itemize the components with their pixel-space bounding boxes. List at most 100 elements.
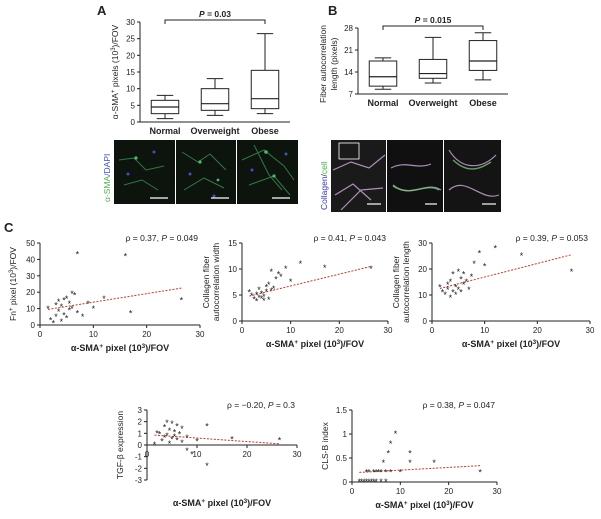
data-point: * <box>449 293 453 303</box>
y-tick-label: 50 <box>26 239 35 248</box>
data-point: * <box>267 295 271 305</box>
ylabel-a-part: α-SMA <box>110 93 120 119</box>
x-tick-label: 20 <box>243 450 252 459</box>
x-tick-label: 10 <box>193 450 202 459</box>
ylabel-part: 3 <box>9 269 15 273</box>
xlabel-part: + <box>404 500 408 507</box>
box-body <box>200 88 230 111</box>
data-point: * <box>384 468 388 478</box>
data-point: * <box>459 288 463 298</box>
panel-label-b: B <box>328 3 337 18</box>
data-point: * <box>389 468 393 478</box>
y-tick-label: 28 <box>344 24 353 33</box>
ylabel-part: )/FOV <box>8 247 18 270</box>
stats-label: ρ = −0.20, P = 0.3 <box>227 400 295 410</box>
data-point: * <box>462 280 466 290</box>
x-tick-label: 0 <box>350 487 355 496</box>
data-point: * <box>367 477 371 487</box>
data-point: * <box>205 422 209 432</box>
data-point: * <box>180 424 184 434</box>
data-point: * <box>68 299 72 309</box>
micrograph-a-label-blue: /DAPI <box>102 153 112 176</box>
xlabel-part: pixel (10 <box>103 343 142 353</box>
data-point: * <box>60 302 64 312</box>
box-body <box>250 69 280 110</box>
xlabel-part: )/FOV <box>145 343 169 353</box>
data-point: * <box>462 269 466 279</box>
data-point: * <box>357 477 361 487</box>
data-point: * <box>81 312 85 322</box>
y-tick-label: -3 <box>135 476 143 485</box>
y-tick-label: 10 <box>228 265 237 274</box>
micrograph-b-image <box>331 140 501 212</box>
panel-label-c: C <box>4 220 14 235</box>
micrograph-strip-b <box>331 140 501 212</box>
data-point: * <box>365 468 369 478</box>
data-point: * <box>377 468 381 478</box>
xlabel-part: pixel (10 <box>494 339 533 349</box>
x-tick-label: 0 <box>430 326 435 335</box>
scatter-c5: 00.511.50 10 20 30*************************… <box>320 400 502 510</box>
y-tick-label: 10 <box>126 85 135 94</box>
micrograph-b-label: Collagen/cell <box>319 146 329 210</box>
data-point: * <box>248 288 252 298</box>
data-point: * <box>467 285 471 295</box>
y-tick-label: 15 <box>228 239 237 248</box>
y-tick-label: 0 <box>233 317 238 326</box>
data-point: * <box>451 269 455 279</box>
data-point: * <box>129 309 133 319</box>
xlabel-part: )/FOV <box>536 339 560 349</box>
xlabel-part: )/FOV <box>340 339 364 349</box>
boxplot-a: 0 5 10 15 20 25 30 Normal Overweight Obese P = 0.0… <box>126 9 290 136</box>
stats-part: P <box>349 233 355 243</box>
data-point: * <box>180 296 184 306</box>
y-tick-label: 40 <box>26 255 35 264</box>
stats-part: ρ = 0.38, <box>423 400 459 410</box>
x-tick-label: 30 <box>586 326 595 335</box>
ylabel: TGF-β expression <box>115 411 125 479</box>
stats-part: = 0.053 <box>557 233 588 243</box>
boxplot-b: 7 14 21 28 Normal Overweight Obese P = 0.015 <box>344 15 508 108</box>
stats-part: = 0.047 <box>464 400 495 410</box>
box-body <box>468 40 498 71</box>
data-point: * <box>262 296 266 306</box>
data-point: * <box>454 290 458 300</box>
y-tick-label: 14 <box>344 68 353 77</box>
y-tick-label: 10 <box>26 305 35 314</box>
data-point: * <box>365 477 369 487</box>
x-tick-label: 30 <box>493 487 502 496</box>
xlabel-part: 3 <box>244 498 248 505</box>
p-letter: P <box>415 15 421 25</box>
y-tick-label: 30 <box>126 18 135 27</box>
data-point: * <box>267 280 271 290</box>
stats-label: ρ = 0.38, P = 0.047 <box>423 400 496 410</box>
stats-part: = 0.043 <box>355 233 386 243</box>
xlabel: α-SMA+ pixel (103)/FOV <box>173 498 271 509</box>
xlabel-part: 3 <box>142 343 146 350</box>
data-point: * <box>278 436 282 446</box>
data-point: * <box>367 468 371 478</box>
ylabel: Fn+ pixel (103)/FOV <box>8 247 18 321</box>
data-point: * <box>57 297 61 307</box>
xlabel: α-SMA+ pixel (103)/FOV <box>71 343 169 354</box>
y-tick-label: 1.5 <box>336 406 348 415</box>
data-point: * <box>165 431 169 441</box>
data-point: * <box>459 275 463 285</box>
box-obese <box>468 32 498 81</box>
data-point: * <box>230 434 234 444</box>
data-point: * <box>394 429 398 439</box>
y-tick-label: 0.5 <box>336 454 348 463</box>
category-label: Normal <box>367 98 398 108</box>
stats-part: = 0.3 <box>273 400 295 410</box>
x-tick-label: 20 <box>142 330 151 339</box>
data-point: * <box>374 468 378 478</box>
data-point: * <box>170 434 174 444</box>
regression-line <box>439 254 572 289</box>
data-point: * <box>54 301 58 311</box>
xlabel-part: 3 <box>337 339 341 346</box>
data-point: * <box>54 312 58 322</box>
category-label: Overweight <box>190 126 239 136</box>
y-tick-label: 10 <box>418 291 427 300</box>
data-point: * <box>570 267 574 277</box>
ylabel-a-part: 3 <box>111 47 117 51</box>
